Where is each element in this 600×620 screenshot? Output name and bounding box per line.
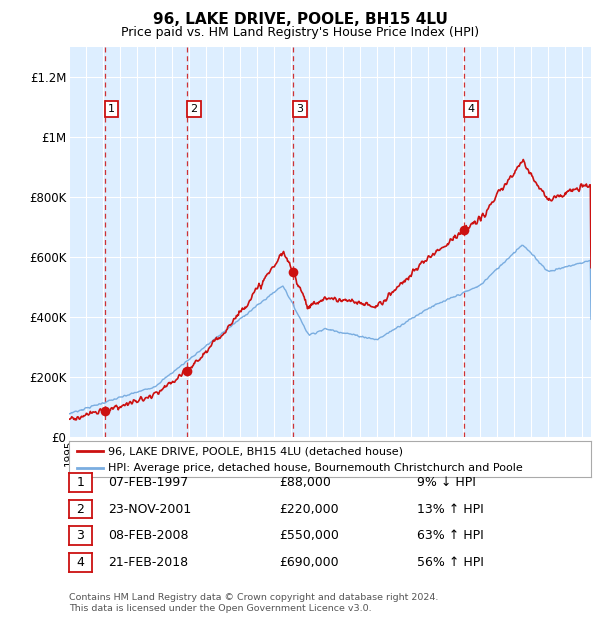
Text: 3: 3 — [296, 104, 303, 114]
Text: 23-NOV-2001: 23-NOV-2001 — [108, 503, 191, 515]
Text: 08-FEB-2008: 08-FEB-2008 — [108, 529, 188, 542]
Text: 56% ↑ HPI: 56% ↑ HPI — [417, 556, 484, 569]
Text: Price paid vs. HM Land Registry's House Price Index (HPI): Price paid vs. HM Land Registry's House … — [121, 26, 479, 39]
Text: £220,000: £220,000 — [279, 503, 338, 515]
Text: 1: 1 — [108, 104, 115, 114]
Text: 13% ↑ HPI: 13% ↑ HPI — [417, 503, 484, 515]
Text: Contains HM Land Registry data © Crown copyright and database right 2024.
This d: Contains HM Land Registry data © Crown c… — [69, 593, 439, 613]
Text: 21-FEB-2018: 21-FEB-2018 — [108, 556, 188, 569]
Text: 96, LAKE DRIVE, POOLE, BH15 4LU (detached house): 96, LAKE DRIVE, POOLE, BH15 4LU (detache… — [108, 446, 403, 456]
Text: 4: 4 — [467, 104, 475, 114]
Text: 2: 2 — [76, 503, 85, 515]
Text: 3: 3 — [76, 529, 85, 542]
Text: £88,000: £88,000 — [279, 476, 331, 489]
Text: 4: 4 — [76, 556, 85, 569]
Text: 63% ↑ HPI: 63% ↑ HPI — [417, 529, 484, 542]
Text: HPI: Average price, detached house, Bournemouth Christchurch and Poole: HPI: Average price, detached house, Bour… — [108, 463, 523, 472]
Text: 9% ↓ HPI: 9% ↓ HPI — [417, 476, 476, 489]
Text: £690,000: £690,000 — [279, 556, 338, 569]
Text: 07-FEB-1997: 07-FEB-1997 — [108, 476, 188, 489]
Text: 96, LAKE DRIVE, POOLE, BH15 4LU: 96, LAKE DRIVE, POOLE, BH15 4LU — [152, 12, 448, 27]
Text: 1: 1 — [76, 476, 85, 489]
Text: 2: 2 — [190, 104, 197, 114]
Text: £550,000: £550,000 — [279, 529, 339, 542]
